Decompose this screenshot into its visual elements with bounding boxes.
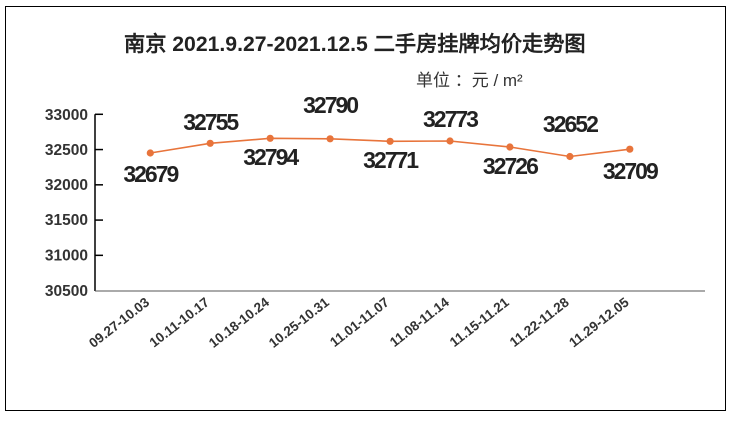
svg-text:32726: 32726	[483, 153, 538, 179]
svg-text:11.01-11.07: 11.01-11.07	[327, 295, 392, 350]
svg-text:32709: 32709	[603, 158, 658, 184]
svg-text:33000: 33000	[45, 107, 88, 124]
svg-text:32500: 32500	[45, 142, 88, 159]
svg-text:31500: 31500	[45, 212, 88, 229]
svg-text:32790: 32790	[303, 92, 358, 118]
svg-text:32755: 32755	[183, 109, 239, 135]
svg-text:10.18-10.24: 10.18-10.24	[206, 294, 272, 350]
svg-text:32000: 32000	[45, 177, 88, 194]
svg-text:11.08-11.14: 11.08-11.14	[387, 294, 452, 350]
svg-text:10.11-10.17: 10.11-10.17	[147, 295, 212, 351]
svg-text:30500: 30500	[45, 283, 88, 300]
svg-text:11.15-11.21: 11.15-11.21	[447, 294, 512, 350]
svg-text:32773: 32773	[423, 106, 478, 132]
svg-text:10.25-10.31: 10.25-10.31	[266, 294, 332, 350]
svg-text:11.29-12.05: 11.29-12.05	[566, 294, 632, 350]
svg-text:11.22-11.28: 11.22-11.28	[507, 294, 572, 350]
svg-text:09.27-10.03: 09.27-10.03	[86, 294, 152, 350]
svg-text:32771: 32771	[363, 147, 419, 173]
svg-text:32652: 32652	[543, 111, 598, 137]
svg-text:32794: 32794	[243, 144, 299, 170]
svg-text:31000: 31000	[45, 248, 88, 265]
svg-text:32679: 32679	[123, 161, 178, 187]
